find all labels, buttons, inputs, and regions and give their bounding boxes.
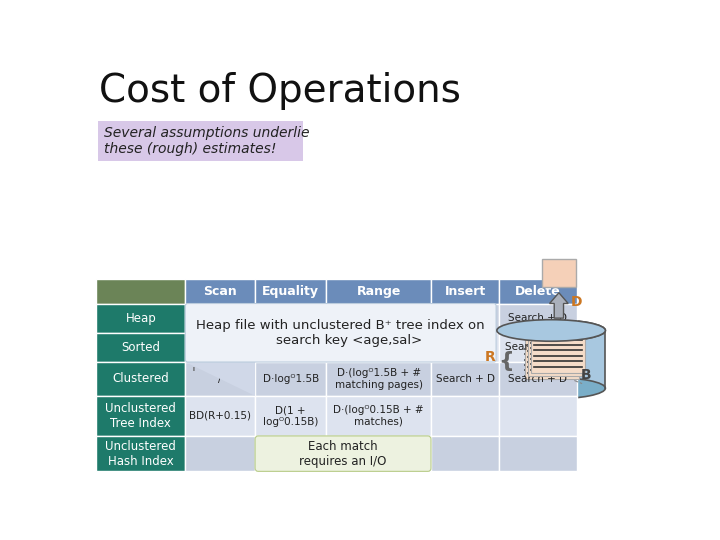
Ellipse shape [497, 377, 606, 399]
Text: Delete: Delete [515, 285, 561, 298]
Text: D(1 +
logᴼ0.15B): D(1 + logᴼ0.15B) [263, 405, 318, 427]
Text: Cost of Operations: Cost of Operations [99, 72, 462, 111]
Bar [185, 333, 255, 362]
Bar [326, 303, 431, 333]
Bar [255, 279, 326, 303]
Text: ': ' [192, 367, 195, 380]
Bar [431, 303, 499, 333]
Bar [525, 336, 579, 379]
Bar [431, 436, 499, 471]
Bar [499, 333, 577, 362]
Text: B: B [580, 368, 591, 382]
Bar [96, 303, 185, 333]
Bar [499, 396, 577, 436]
Bar [499, 279, 577, 303]
FancyArrow shape [549, 293, 568, 318]
Bar [326, 333, 431, 362]
Bar [185, 436, 255, 471]
Bar [528, 334, 582, 376]
Text: Unclustered
Tree Index: Unclustered Tree Index [105, 402, 176, 430]
Bar [431, 333, 499, 362]
Polygon shape [185, 362, 255, 396]
Text: Scan: Scan [203, 285, 237, 298]
Text: Search + BD: Search + BD [505, 342, 571, 353]
Bar [326, 396, 431, 436]
Text: D·logᴼ1.5B: D·logᴼ1.5B [263, 374, 319, 384]
Text: D·(logᴼ0.15B + #
matches): D·(logᴼ0.15B + # matches) [333, 405, 424, 427]
Bar [431, 396, 499, 436]
Bar [255, 396, 326, 436]
Bar [326, 279, 431, 303]
Text: Several assumptions underlie
these (rough) estimates!: Several assumptions underlie these (roug… [104, 126, 310, 156]
Bar [531, 330, 585, 373]
Bar [96, 396, 185, 436]
Text: Unclustered
Hash Index: Unclustered Hash Index [105, 440, 176, 468]
Bar [499, 362, 577, 396]
Ellipse shape [497, 320, 606, 341]
Bar [255, 436, 326, 471]
Bar [255, 333, 326, 362]
Text: Equality: Equality [262, 285, 319, 298]
Bar [185, 362, 255, 396]
Text: Heap: Heap [125, 312, 156, 325]
FancyBboxPatch shape [255, 436, 431, 471]
Text: Sorted: Sorted [121, 341, 161, 354]
Bar [326, 436, 431, 471]
Bar [96, 436, 185, 471]
Bar [326, 362, 431, 396]
Text: Range: Range [356, 285, 401, 298]
Bar [499, 303, 577, 333]
Text: {: { [498, 351, 514, 372]
Text: Clustered: Clustered [112, 373, 169, 386]
Bar [522, 340, 576, 382]
Polygon shape [497, 330, 606, 388]
Bar [185, 279, 255, 303]
Bar [96, 279, 185, 303]
Text: Each match
requires an I/O: Each match requires an I/O [300, 440, 387, 468]
Text: D: D [570, 295, 582, 308]
Bar [255, 362, 326, 396]
Text: Search + D: Search + D [508, 374, 567, 384]
FancyBboxPatch shape [185, 303, 496, 362]
Text: Search + D: Search + D [436, 374, 495, 384]
Text: R: R [485, 350, 495, 365]
Bar [185, 303, 255, 333]
Text: Search + D: Search + D [508, 313, 567, 323]
Text: BD(R+0.15): BD(R+0.15) [189, 411, 251, 421]
Bar [431, 279, 499, 303]
Ellipse shape [497, 320, 606, 341]
Text: Heap file with unclustered B⁺ tree index on
    search key <age,sal>: Heap file with unclustered B⁺ tree index… [197, 319, 485, 347]
Bar [96, 333, 185, 362]
Bar [96, 362, 185, 396]
Bar [542, 259, 576, 287]
Bar [185, 396, 255, 436]
Bar [431, 362, 499, 396]
Bar [499, 436, 577, 471]
Text: D·(logᴼ1.5B + #
matching pages): D·(logᴼ1.5B + # matching pages) [335, 368, 423, 390]
FancyBboxPatch shape [98, 121, 303, 161]
Text: Insert: Insert [444, 285, 486, 298]
Text: /: / [218, 374, 222, 384]
Bar [255, 303, 326, 333]
